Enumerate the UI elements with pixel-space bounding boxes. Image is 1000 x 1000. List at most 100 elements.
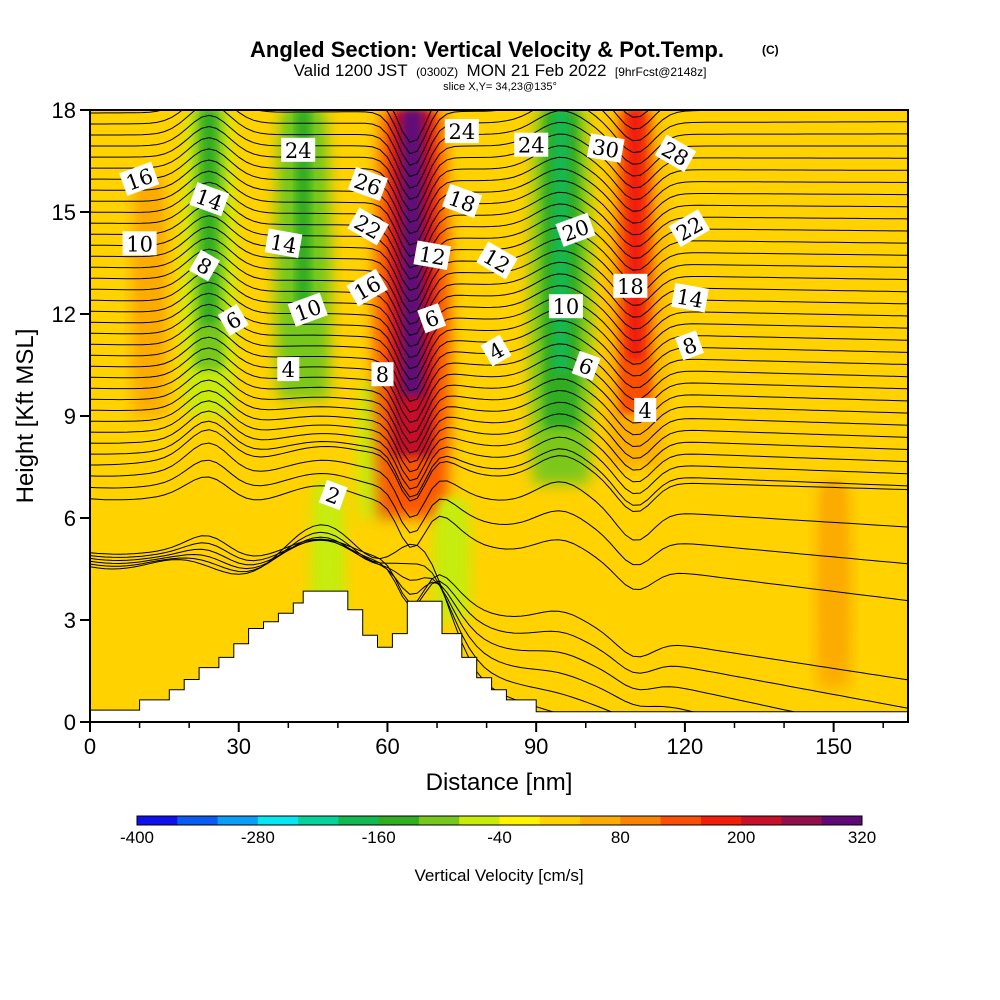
colorbar: -400 -280 -160 -40 80 200 320 [120, 815, 876, 847]
theta-contour [90, 420, 908, 506]
x-tick-label: 120 [667, 734, 704, 759]
contour-label: 4 [277, 357, 300, 382]
theta-contour [90, 476, 908, 602]
contour-label: 24 [514, 132, 549, 158]
colorbar-frame [136, 815, 863, 826]
contour-label-box [347, 166, 389, 201]
theta-contour [90, 181, 908, 269]
contour-label-box [188, 249, 221, 282]
colorbar-swatch [459, 816, 500, 825]
contour-label: 30 [586, 133, 625, 163]
y-tick-label: 15 [52, 200, 76, 225]
colorbar-tick-label: -160 [362, 828, 396, 847]
terrain-shape [90, 590, 908, 722]
contour-label: 10 [548, 294, 583, 319]
colorbar-swatch [177, 816, 219, 825]
colorbar-swatch [217, 816, 259, 825]
colorbar-swatch [418, 816, 460, 825]
theta-contour [90, 358, 908, 444]
theta-contour [90, 325, 908, 413]
contour-label: 16 [119, 161, 160, 196]
contour-label: 18 [613, 273, 648, 299]
contour-label-box [480, 334, 512, 367]
theta-contours [90, 110, 908, 722]
contour-label-box [444, 119, 479, 144]
contour-label-box [287, 292, 328, 327]
contour-label-text: 24 [518, 134, 545, 158]
theta-contour [90, 336, 908, 424]
contour-label-box [654, 134, 697, 173]
contour-label: 14 [671, 282, 709, 313]
colorbar-swatch [781, 816, 823, 825]
contour-label-text: 14 [675, 285, 705, 313]
y-tick-label: 6 [64, 506, 76, 531]
velocity-core [144, 178, 155, 345]
colorbar-swatch [338, 816, 380, 825]
contour-label-text: 10 [553, 295, 580, 319]
contour-label-box [119, 161, 160, 196]
y-tick-label: 3 [64, 608, 76, 633]
theta-contour [90, 347, 908, 434]
colorbar-tick-label: -40 [487, 828, 512, 847]
theta-contour [90, 535, 908, 681]
colorbar-swatch [660, 816, 702, 825]
colorbar-swatch [137, 816, 178, 825]
contour-label-text: 18 [617, 275, 644, 299]
theta-contour [90, 110, 908, 189]
terrain [90, 590, 908, 722]
contour-label-text: 8 [376, 363, 389, 387]
contour-label-box [476, 241, 518, 280]
contour-label: 4 [634, 397, 657, 423]
subtitle-valid: Valid 1200 JST [294, 61, 408, 80]
contour-label: 6 [571, 350, 601, 381]
contour-label-box [613, 273, 648, 298]
chart-subtitle: Valid 1200 JST (0300Z) MON 21 Feb 2022 [… [294, 61, 707, 80]
contour-label-box [548, 294, 583, 319]
slice-text: slice X,Y= 34,23@135° [443, 81, 557, 93]
contour-label-box [347, 207, 389, 246]
theta-contour [90, 159, 908, 246]
theta-contour [90, 442, 908, 541]
theta-contour [90, 459, 908, 566]
theta-contour [90, 204, 908, 291]
colorbar-swatch [257, 816, 299, 825]
contour-label: 8 [371, 362, 394, 387]
theta-contour [90, 539, 908, 709]
contour-label-box [586, 133, 625, 163]
velocity-core [323, 484, 333, 615]
theta-contour [90, 248, 908, 336]
contour-label: 12 [413, 240, 452, 270]
colorbar-tick-label: 80 [611, 828, 630, 847]
velocity-core [402, 110, 423, 396]
contour-label-box [671, 282, 709, 313]
colorbar-swatch [580, 816, 621, 825]
colorbar-tick-label: 200 [727, 828, 755, 847]
contour-label: 2 [318, 479, 348, 510]
colorbar-label: Vertical Velocity [cm/s] [414, 866, 583, 885]
contour-label-box [634, 397, 657, 422]
x-tick-label: 30 [226, 734, 250, 759]
colorbar-swatch [741, 816, 782, 825]
colorbar-tick-label: -280 [241, 828, 275, 847]
colorbar-swatch [700, 816, 742, 825]
contour-label: 6 [417, 303, 447, 334]
contour-label-text: 4 [282, 358, 295, 382]
theta-contour [90, 410, 908, 495]
contour-label-box [281, 137, 316, 162]
theta-contour [90, 536, 737, 722]
contour-label: 24 [281, 137, 316, 163]
subtitle-date: MON 21 Feb 2022 [467, 61, 607, 80]
contour-label-box [413, 240, 452, 270]
colorbar-swatch [821, 816, 863, 825]
theta-contour [90, 125, 908, 212]
contour-label-box [122, 231, 157, 256]
colorbar-swatch [298, 816, 339, 825]
theta-contour [90, 429, 908, 513]
y-tick-label: 9 [64, 404, 76, 429]
contour-label: 24 [444, 119, 479, 144]
colorbar-swatch [539, 816, 581, 825]
contour-label-box [371, 362, 394, 387]
contour-label-box [668, 209, 711, 248]
theta-contour [90, 539, 844, 722]
